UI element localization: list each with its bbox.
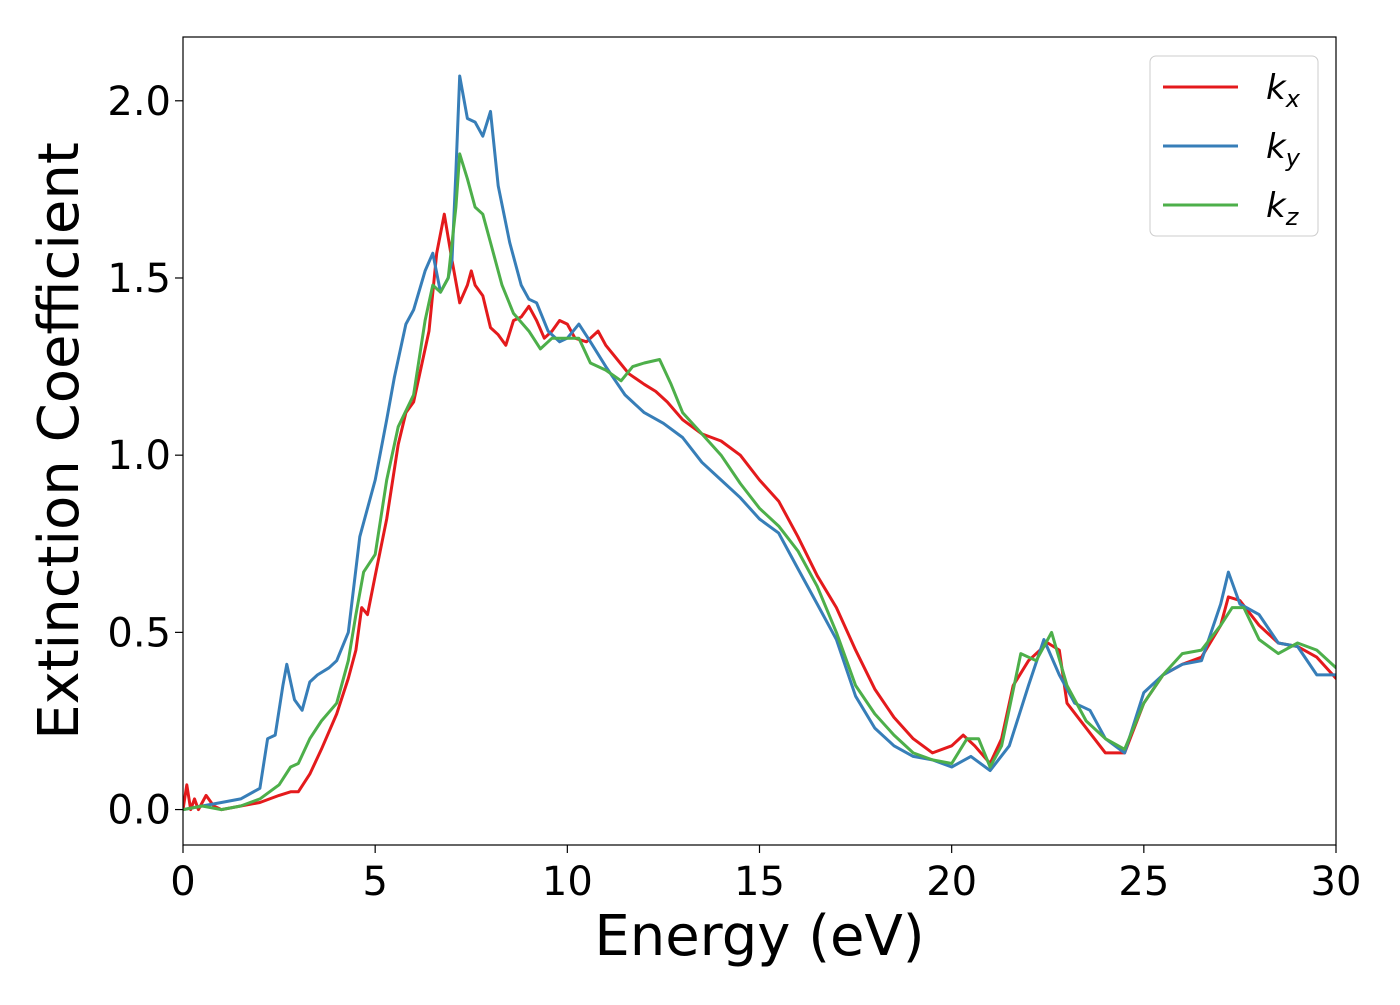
- series-line-k-z: [183, 152, 1336, 812]
- series-line-k-x: [183, 212, 1336, 812]
- legend-label-base: k: [1266, 68, 1287, 108]
- x-tick-label: 20: [926, 859, 977, 905]
- legend-item: kx: [1163, 68, 1301, 113]
- legend-label-subscript: x: [1285, 85, 1301, 113]
- ticks-layer: 0 5 10 15 20 25 30 0.0 0.5 1.0 1.5 2.0: [107, 79, 1361, 905]
- legend-label: kz: [1266, 186, 1300, 231]
- x-tick-label: 25: [1118, 859, 1169, 905]
- x-tick-label: 30: [1311, 859, 1362, 905]
- legend-label-subscript: y: [1285, 144, 1301, 172]
- y-tick-label: 0.0: [107, 788, 171, 834]
- x-tick-label: 5: [362, 859, 387, 905]
- legend-label: kx: [1266, 68, 1301, 113]
- legend-label-base: k: [1266, 127, 1287, 167]
- y-axis-title: Extinction Coefficient: [27, 142, 92, 740]
- legend-label-base: k: [1266, 186, 1287, 226]
- y-tick-label: 0.5: [107, 610, 171, 656]
- x-tick-label: 10: [542, 859, 593, 905]
- series-layer: [183, 74, 1336, 812]
- y-tick-label: 2.0: [107, 79, 171, 125]
- x-axis-title: Energy (eV): [594, 904, 924, 969]
- legend-item: ky: [1163, 127, 1301, 172]
- y-tick-label: 1.5: [107, 256, 171, 302]
- x-tick-label: 0: [170, 859, 195, 905]
- x-tick-label: 15: [734, 859, 785, 905]
- legend-item: kz: [1163, 186, 1300, 231]
- legend-label-subscript: z: [1285, 203, 1300, 231]
- series-line-k-y: [183, 74, 1336, 812]
- legend-label: ky: [1266, 127, 1301, 172]
- y-tick-label: 1.0: [107, 433, 171, 479]
